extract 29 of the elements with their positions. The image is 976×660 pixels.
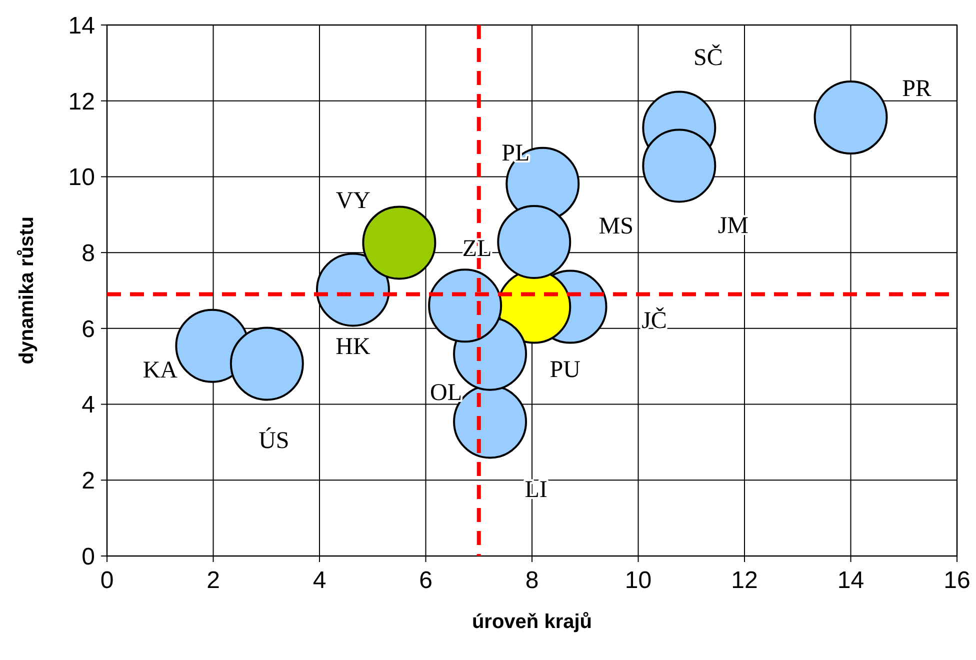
y-tick-label: 8	[82, 240, 95, 267]
x-tick-label: 12	[731, 567, 758, 594]
x-tick-label: 0	[100, 567, 114, 594]
annotation: ÚS	[258, 427, 290, 454]
annotation: PU	[550, 357, 580, 384]
y-axis-title: dynamika růstu	[16, 216, 38, 364]
annotation: JČ	[642, 307, 667, 334]
x-tick-label: 16	[944, 567, 970, 594]
annotation: KA	[142, 357, 178, 384]
y-tick-label: 12	[68, 88, 95, 116]
y-tick-label: 4	[82, 392, 95, 419]
annotation: OL	[430, 380, 462, 406]
annotation: SČ	[693, 44, 723, 72]
x-tick-label: 6	[419, 567, 432, 594]
annotation: HK	[336, 334, 371, 360]
x-tick-label: 4	[312, 567, 326, 594]
x-tick-label: 2	[206, 567, 220, 594]
annotation: PR	[902, 76, 932, 102]
y-tick-label: 0	[82, 543, 95, 570]
x-tick-label: 10	[624, 567, 652, 594]
y-tick-label: 14	[68, 12, 95, 40]
annotation: MS	[598, 213, 634, 240]
y-tick-label: 2	[82, 468, 95, 495]
y-tick-label: 6	[82, 316, 95, 343]
x-tick-label: 8	[525, 567, 539, 594]
annotation: VY	[336, 188, 371, 214]
x-tick-label: 14	[837, 567, 864, 594]
y-tick-label: 10	[68, 164, 95, 192]
x-axis-title: úroveň krajů	[472, 611, 592, 633]
